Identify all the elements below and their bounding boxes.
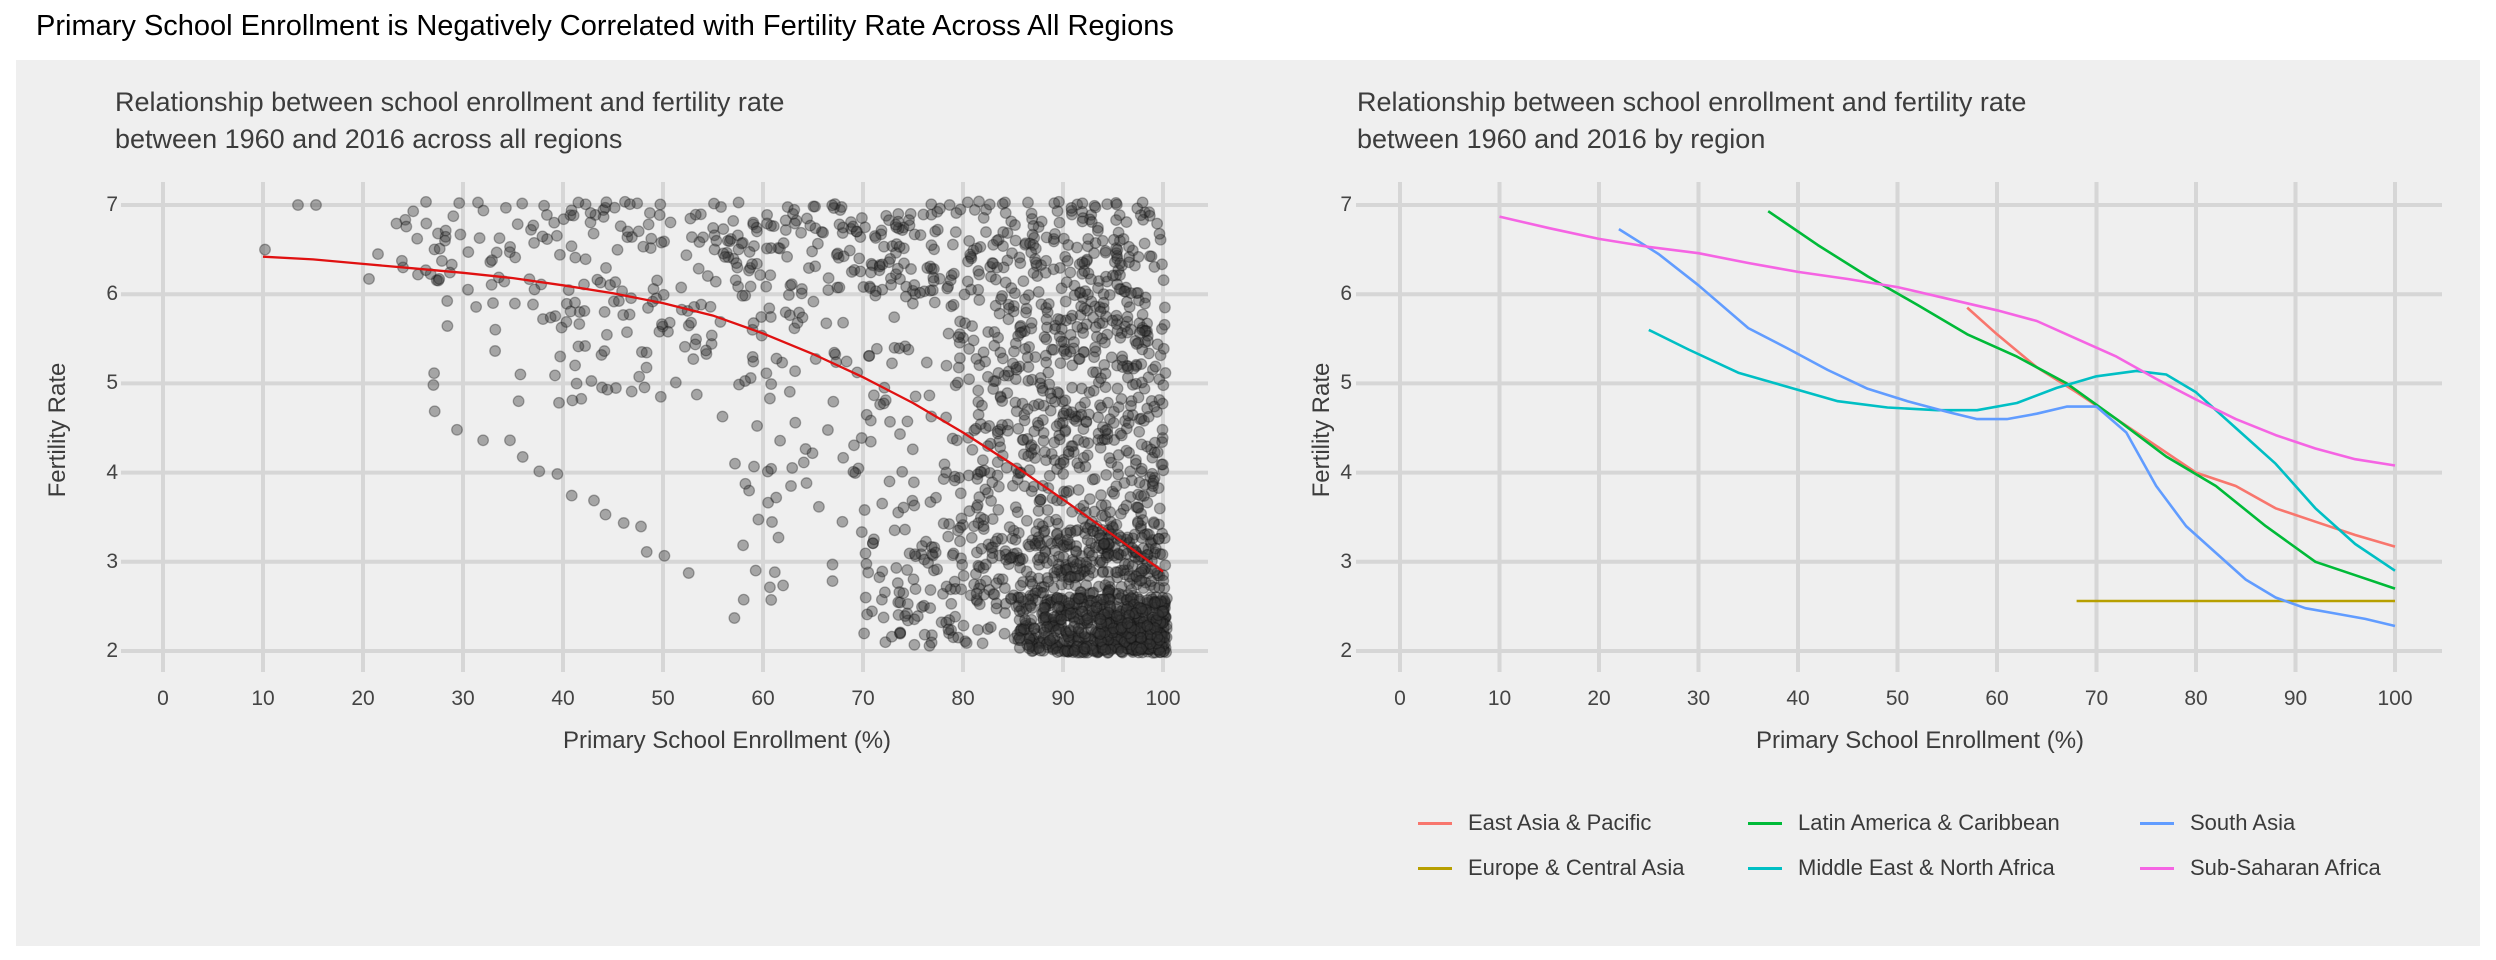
right-x-tick-30: 30	[1686, 687, 1711, 710]
right-x-tick-50: 50	[1885, 687, 1910, 710]
right-x-tick-70: 70	[2084, 687, 2109, 710]
left-x-tick-40: 40	[551, 687, 575, 710]
legend-swatch	[1748, 866, 1782, 870]
left-y-tick-4: 4	[106, 460, 118, 484]
region-line-east-asia-pacific	[1966, 306, 2396, 548]
right-x-tick-40: 40	[1786, 687, 1810, 710]
left-x-tick-30: 30	[451, 687, 475, 710]
left-chart-grid	[121, 182, 1208, 672]
left-y-tick-2: 2	[106, 639, 118, 662]
right-y-tick-2: 2	[1340, 639, 1352, 662]
legend-item-europe-central-asia: Europe & Central Asia	[1418, 854, 1684, 882]
left-y-tick-6: 6	[106, 282, 118, 306]
legend-label: South Asia	[2190, 810, 2296, 835]
left-y-tick-7: 7	[106, 193, 118, 216]
legend-label: Sub-Saharan Africa	[2190, 855, 2381, 880]
left-x-tick-100: 100	[1145, 687, 1181, 710]
right-x-tick-90: 90	[2283, 687, 2308, 710]
right-x-tick-100: 100	[2377, 687, 2413, 710]
right-y-tick-4: 4	[1340, 460, 1352, 484]
region-line-sub-saharan-africa	[1499, 215, 2396, 467]
left-x-tick-20: 20	[351, 687, 375, 710]
legend-label: Middle East & North Africa	[1798, 855, 2055, 880]
right-x-tick-0: 0	[1394, 687, 1406, 710]
legend-swatch	[1748, 821, 1782, 825]
legend-item-south-asia: South Asia	[2140, 809, 2295, 837]
legend-swatch	[1418, 866, 1452, 870]
left-x-tick-60: 60	[751, 687, 775, 710]
left-x-tick-70: 70	[851, 687, 875, 710]
left-x-tick-90: 90	[1051, 687, 1075, 710]
right-x-tick-60: 60	[1985, 687, 2009, 710]
right-x-axis-title: Primary School Enrollment (%)	[1755, 727, 2085, 754]
right-y-tick-7: 7	[1340, 193, 1352, 216]
right-chart-title: Relationship between school enrollment a…	[1357, 87, 2027, 154]
region-line-south-asia	[1618, 227, 2396, 628]
right-y-tick-6: 6	[1340, 282, 1352, 306]
right-x-tick-80: 80	[2184, 687, 2208, 710]
legend-item-latin-america-caribbean: Latin America & Caribbean	[1748, 809, 2060, 837]
region-line-middle-east-north-africa	[1648, 328, 2396, 572]
right-y-tick-5: 5	[1340, 371, 1352, 395]
legend-label: Latin America & Caribbean	[1798, 810, 2060, 835]
left-x-tick-50: 50	[651, 687, 675, 710]
legend-label: East Asia & Pacific	[1468, 810, 1652, 835]
left-x-tick-0: 0	[157, 687, 169, 710]
left-chart-title: Relationship between school enrollment a…	[115, 87, 785, 154]
left-x-axis-title: Primary School Enrollment (%)	[562, 727, 892, 754]
right-x-tick-10: 10	[1487, 687, 1512, 710]
left-y-tick-3: 3	[106, 549, 118, 573]
legend-swatch	[1418, 821, 1452, 825]
scatter-points	[259, 195, 1173, 659]
right-chart-grid	[1356, 182, 2442, 672]
left-y-tick-5: 5	[106, 371, 118, 395]
figure-panel	[16, 60, 2480, 946]
right-x-tick-20: 20	[1587, 687, 1611, 710]
legend-item-east-asia-pacific: East Asia & Pacific	[1418, 809, 1651, 837]
left-x-tick-80: 80	[951, 687, 975, 710]
legend-item-sub-saharan-africa: Sub-Saharan Africa	[2140, 854, 2381, 882]
legend-item-middle-east-north-africa: Middle East & North Africa	[1748, 854, 2055, 882]
legend-label: Europe & Central Asia	[1468, 855, 1685, 880]
left-x-tick-10: 10	[251, 687, 275, 710]
legend-swatch	[2140, 821, 2174, 825]
trend-line	[262, 255, 1164, 573]
legend-swatch	[2140, 866, 2174, 870]
page-title: Primary School Enrollment is Negatively …	[36, 10, 1174, 42]
region-line-latin-america-caribbean	[1767, 210, 2396, 590]
right-y-tick-3: 3	[1340, 549, 1352, 573]
